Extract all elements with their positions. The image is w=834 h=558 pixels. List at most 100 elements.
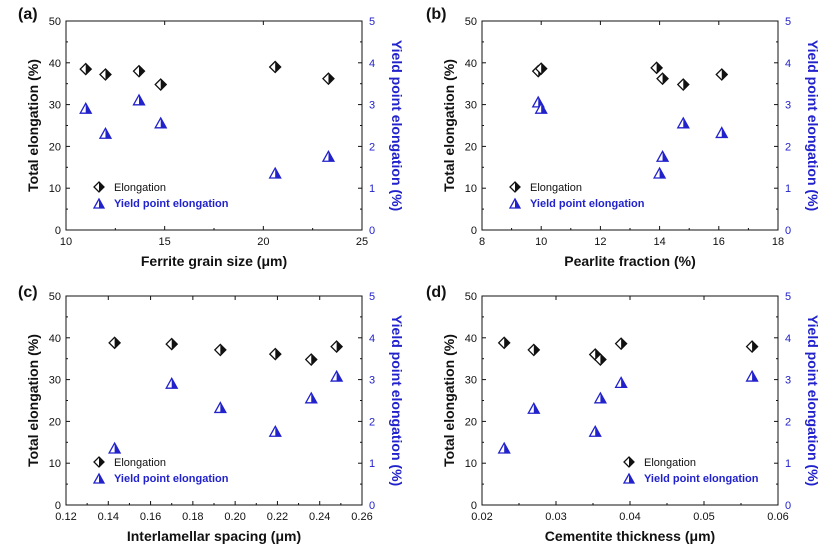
y-tick-label: 0 bbox=[55, 225, 61, 237]
x-tick-label: 0.12 bbox=[55, 511, 76, 523]
legend-entry: Yield point elongation bbox=[114, 473, 229, 485]
elongation-point bbox=[330, 340, 344, 353]
y2-tick-label: 3 bbox=[785, 100, 791, 112]
legend-swatch-elongation bbox=[623, 456, 635, 468]
yield-point-elongation-point bbox=[304, 391, 318, 404]
legend-entry: Yield point elongation bbox=[114, 198, 229, 210]
y2-tick-label: 0 bbox=[369, 500, 375, 512]
y-tick-label: 50 bbox=[49, 16, 61, 28]
y-tick-label: 40 bbox=[49, 58, 61, 70]
y-tick-label: 10 bbox=[465, 458, 477, 470]
x-tick-label: 0.18 bbox=[182, 511, 203, 523]
legend-swatch-elongation bbox=[93, 181, 105, 193]
x-tick-label: 8 bbox=[479, 236, 485, 248]
legend: Elongation Yield point elongation bbox=[92, 181, 229, 210]
elongation-point bbox=[745, 340, 759, 353]
x-tick-label: 0.26 bbox=[351, 511, 372, 523]
legend-swatch-yield bbox=[92, 197, 106, 209]
yield-point-elongation-point bbox=[534, 101, 548, 114]
y2-tick-label: 2 bbox=[785, 416, 791, 428]
legend: Elongation Yield point elongation bbox=[622, 456, 759, 485]
y-tick-label: 0 bbox=[471, 225, 477, 237]
yield-point-elongation-point bbox=[268, 166, 282, 179]
y-tick-label: 50 bbox=[465, 291, 477, 303]
y2-tick-label: 1 bbox=[785, 458, 791, 470]
y-axis-label: Total elongation (%) bbox=[25, 334, 41, 467]
y-tick-label: 20 bbox=[49, 141, 61, 153]
elongation-point bbox=[304, 353, 318, 366]
elongation-point bbox=[614, 337, 628, 351]
y-axis-label: Total elongation (%) bbox=[25, 59, 41, 192]
x-tick-label: 10 bbox=[535, 236, 547, 248]
elongation-point bbox=[108, 336, 122, 350]
y-tick-label: 50 bbox=[465, 16, 477, 28]
y-tick-label: 20 bbox=[49, 416, 61, 428]
y2-tick-label: 2 bbox=[785, 141, 791, 153]
yield-point-elongation-point bbox=[330, 369, 344, 382]
panel-label: (a) bbox=[18, 6, 38, 23]
elongation-point bbox=[650, 61, 664, 75]
legend-swatch-elongation bbox=[93, 456, 105, 468]
elongation-point bbox=[165, 337, 179, 351]
y-tick-label: 0 bbox=[471, 500, 477, 512]
elongation-point bbox=[593, 353, 607, 366]
x-tick-label: 16 bbox=[713, 236, 725, 248]
elongation-point bbox=[79, 62, 93, 76]
legend-swatch-yield bbox=[92, 472, 106, 484]
legend-entry: Elongation bbox=[530, 182, 582, 194]
legend-entry: Yield point elongation bbox=[530, 198, 645, 210]
yield-point-elongation-point bbox=[165, 376, 179, 389]
y2-tick-label: 4 bbox=[369, 58, 375, 70]
x-tick-label: 14 bbox=[653, 236, 665, 248]
y2-tick-label: 4 bbox=[785, 333, 791, 345]
legend-entry: Elongation bbox=[114, 457, 166, 469]
y-tick-label: 0 bbox=[55, 500, 61, 512]
x-tick-label: 0.22 bbox=[267, 511, 288, 523]
y2-tick-label: 0 bbox=[369, 225, 375, 237]
y2-tick-label: 0 bbox=[785, 500, 791, 512]
yield-point-elongation-point bbox=[321, 150, 336, 162]
panel-label: (d) bbox=[426, 284, 446, 301]
yield-point-elongation-point bbox=[588, 425, 602, 437]
y2-tick-label: 0 bbox=[785, 225, 791, 237]
x-axis-label: Ferrite grain size (μm) bbox=[141, 253, 287, 269]
elongation-point bbox=[268, 60, 282, 74]
y-axis-label: Total elongation (%) bbox=[441, 59, 457, 192]
y-axis-label: Total elongation (%) bbox=[441, 334, 457, 467]
y-tick-label: 20 bbox=[465, 141, 477, 153]
y2-tick-label: 4 bbox=[369, 333, 375, 345]
y2-axis-label: Yield point elongation (%) bbox=[389, 315, 405, 486]
y-tick-label: 10 bbox=[49, 183, 61, 195]
y2-tick-label: 5 bbox=[369, 16, 375, 28]
panel-label: (c) bbox=[18, 284, 38, 301]
y2-tick-label: 1 bbox=[369, 183, 375, 195]
y2-axis-label: Yield point elongation (%) bbox=[805, 40, 821, 211]
x-tick-label: 12 bbox=[594, 236, 606, 248]
legend-entry: Elongation bbox=[644, 457, 696, 469]
x-tick-label: 0.04 bbox=[619, 511, 640, 523]
yield-point-elongation-point bbox=[132, 93, 146, 106]
y2-tick-label: 2 bbox=[369, 416, 375, 428]
elongation-point bbox=[656, 72, 669, 86]
x-tick-label: 10 bbox=[60, 236, 72, 248]
yield-point-elongation-point bbox=[655, 150, 670, 162]
elongation-point bbox=[715, 68, 729, 81]
y-tick-label: 40 bbox=[49, 333, 61, 345]
y2-tick-label: 3 bbox=[785, 375, 791, 387]
y2-tick-label: 3 bbox=[369, 100, 375, 112]
panel-b: (b)8 10 12 14 16 1801020304050012345Pearlite … bbox=[426, 6, 821, 269]
elongation-point bbox=[154, 78, 168, 91]
y2-tick-label: 5 bbox=[785, 16, 791, 28]
yield-point-elongation-point bbox=[527, 402, 541, 414]
elongation-point bbox=[527, 343, 541, 357]
x-tick-label: 20 bbox=[257, 236, 269, 248]
y-tick-label: 10 bbox=[49, 458, 61, 470]
yield-point-elongation-point bbox=[745, 369, 759, 382]
legend: Elongation Yield point elongation bbox=[92, 456, 229, 485]
y2-axis-label: Yield point elongation (%) bbox=[805, 315, 821, 486]
y2-tick-label: 5 bbox=[785, 291, 791, 303]
yield-point-elongation-point bbox=[213, 401, 227, 414]
x-tick-label: 0.06 bbox=[767, 511, 788, 523]
